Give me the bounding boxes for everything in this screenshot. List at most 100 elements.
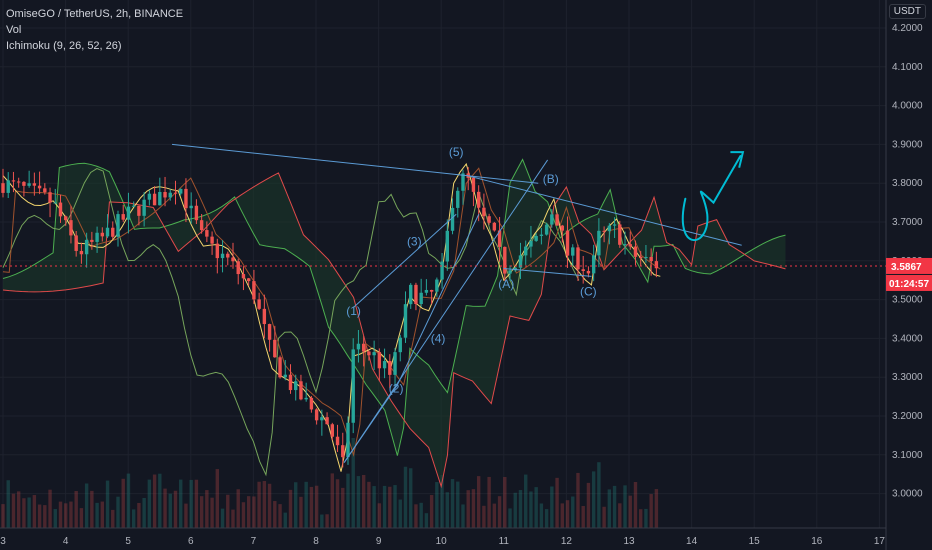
volume-bar <box>48 489 52 528</box>
wave-label: (3) <box>407 234 422 248</box>
candle-body <box>226 253 230 258</box>
ichimoku-lines <box>2 158 786 489</box>
candle-body <box>508 270 512 274</box>
volume-bar <box>131 509 136 528</box>
candle-body <box>654 261 659 269</box>
candle-body <box>403 304 408 338</box>
candle-body <box>267 324 272 340</box>
volume-bar <box>341 487 345 528</box>
volume-bar <box>1 504 5 528</box>
candle-body <box>278 357 282 378</box>
volume-bar <box>194 479 199 528</box>
candle-body <box>58 202 63 217</box>
symbol-title[interactable]: OmiseGO / TetherUS, 2h, BINANCE <box>6 8 184 20</box>
candle-body <box>173 192 178 194</box>
volume-bar <box>53 509 57 528</box>
volume-bar <box>581 505 585 528</box>
volume-bar <box>294 482 298 528</box>
candle-body <box>424 289 429 293</box>
candle-body <box>581 269 585 271</box>
candle-body <box>126 206 131 220</box>
candle-body <box>476 191 481 208</box>
volume-label[interactable]: Vol <box>6 24 22 36</box>
volume-bar <box>618 503 622 528</box>
candle-body <box>215 243 220 259</box>
candle-body <box>633 246 638 257</box>
volume-bar <box>409 468 413 528</box>
candle-body <box>497 230 502 247</box>
volume-bar <box>518 490 523 528</box>
volume-bar <box>22 498 26 528</box>
ichimoku-label[interactable]: Ichimoku (9, 26, 52, 26) <box>6 40 122 52</box>
candle-body <box>388 361 392 375</box>
volume-bar <box>466 490 470 528</box>
candle-body <box>503 246 507 274</box>
candle-body <box>199 220 204 231</box>
volume-bar <box>456 481 460 528</box>
candle-body <box>241 274 246 279</box>
candle-body <box>74 235 78 251</box>
volume-bar <box>398 499 402 528</box>
volume-bar <box>64 503 68 528</box>
candle-body <box>518 255 523 268</box>
volume-bar <box>90 490 94 528</box>
volume-bar <box>461 504 465 528</box>
candle-body <box>22 181 26 186</box>
candle-body <box>571 247 575 256</box>
volume-bar <box>435 482 439 528</box>
y-tick-label: 4.0000 <box>892 101 923 112</box>
candle-body <box>320 417 324 421</box>
volume-bar <box>445 492 450 528</box>
candle-body <box>440 261 444 280</box>
candle-body <box>236 261 240 275</box>
volume-bar <box>367 481 371 528</box>
currency-label[interactable]: USDT <box>888 4 926 19</box>
volume-bar <box>471 489 476 528</box>
x-tick-label: 17 <box>874 536 886 547</box>
volume-bar <box>440 474 444 528</box>
volume-bar <box>628 495 632 528</box>
candle-body <box>231 257 235 262</box>
candle-body <box>367 351 371 356</box>
candle-body <box>194 205 199 221</box>
candle-body <box>414 284 418 305</box>
volume-bar <box>6 480 10 528</box>
volume-bar <box>424 513 429 528</box>
candle-body <box>64 216 68 221</box>
candle-body <box>628 244 632 247</box>
volume-bar <box>482 505 486 528</box>
volume-bar <box>320 514 324 528</box>
volume-bar <box>550 486 554 528</box>
volume-bar <box>335 479 340 528</box>
candle-body <box>393 352 397 375</box>
volume-bar <box>476 476 481 528</box>
trend-line <box>343 384 398 463</box>
candle-body <box>283 374 287 378</box>
candle-body <box>314 409 319 421</box>
candle-body <box>591 255 596 274</box>
x-tick-label: 5 <box>125 536 131 547</box>
volume-bar <box>236 489 240 528</box>
candle-body <box>48 192 52 203</box>
volume-bar <box>377 503 382 528</box>
volume-bar <box>142 497 146 528</box>
volume-bar <box>267 483 272 528</box>
trend-line <box>171 143 539 184</box>
x-tick-label: 13 <box>623 536 635 547</box>
volume-bar <box>304 481 308 528</box>
volume-bar <box>152 474 157 528</box>
candle-body <box>618 224 622 245</box>
drawings: (1) (2) (3) (4) (5) (A) (B) (C) <box>171 143 745 463</box>
x-tick-label: 16 <box>811 536 823 547</box>
x-tick-label: 7 <box>251 536 257 547</box>
volume-bar <box>330 473 335 528</box>
candle-body <box>257 299 261 309</box>
volume-bar <box>393 485 397 528</box>
candle-body <box>419 292 423 305</box>
volume-bar <box>147 479 152 528</box>
candle-body <box>513 267 517 271</box>
candle-body <box>550 214 554 225</box>
volume-bar <box>612 485 617 528</box>
volume-bar <box>105 480 110 528</box>
